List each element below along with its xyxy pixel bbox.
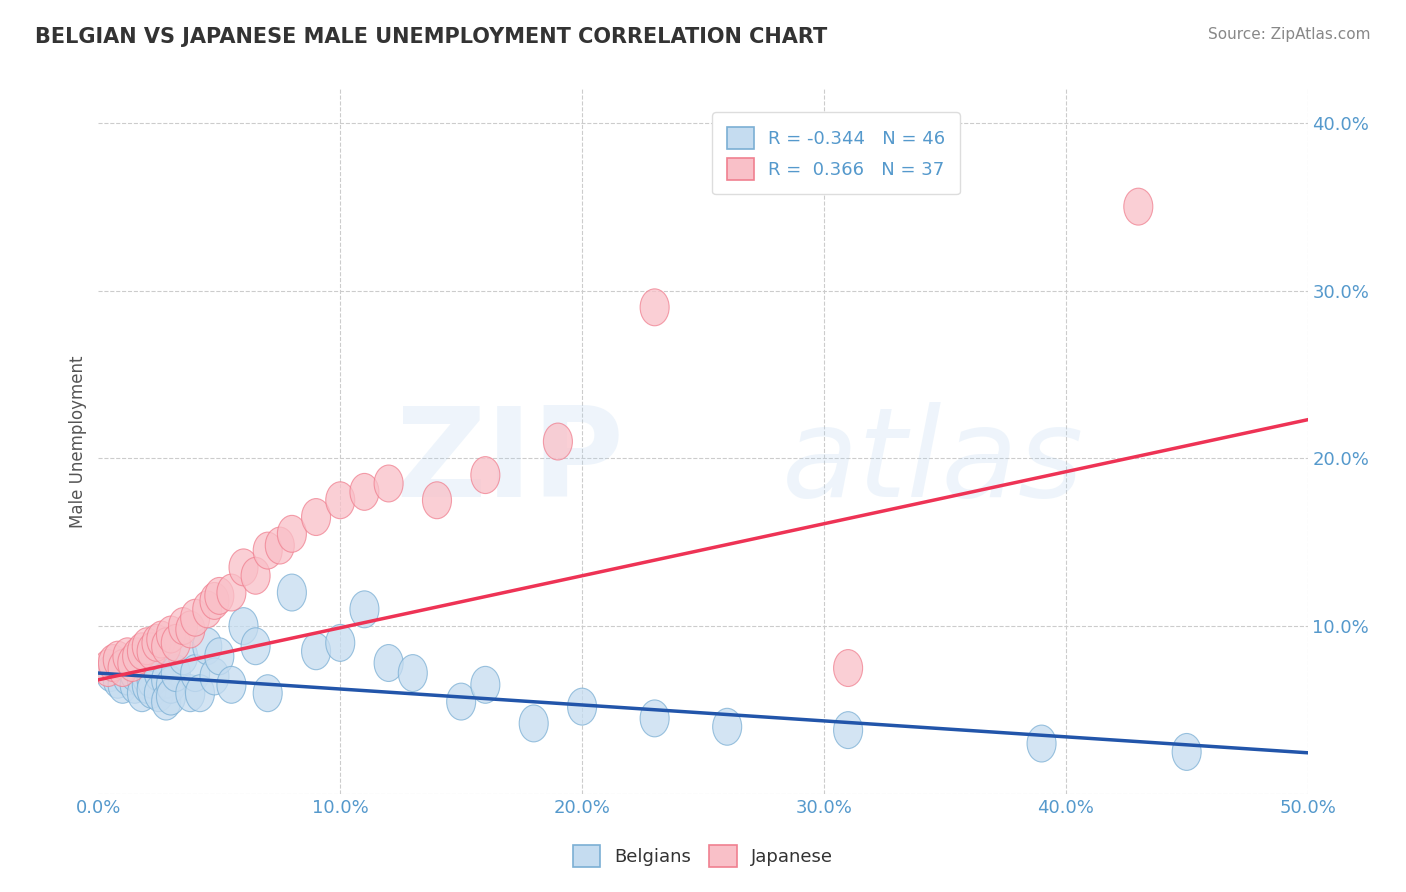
- Ellipse shape: [169, 638, 198, 674]
- Ellipse shape: [1173, 733, 1201, 771]
- Ellipse shape: [180, 655, 209, 691]
- Ellipse shape: [1026, 725, 1056, 762]
- Text: Source: ZipAtlas.com: Source: ZipAtlas.com: [1208, 27, 1371, 42]
- Ellipse shape: [422, 482, 451, 519]
- Ellipse shape: [205, 638, 233, 674]
- Ellipse shape: [568, 689, 596, 725]
- Ellipse shape: [266, 527, 294, 564]
- Ellipse shape: [128, 661, 156, 698]
- Ellipse shape: [350, 591, 380, 628]
- Ellipse shape: [326, 624, 354, 661]
- Ellipse shape: [1123, 188, 1153, 225]
- Ellipse shape: [180, 599, 209, 636]
- Ellipse shape: [122, 638, 152, 674]
- Ellipse shape: [145, 655, 173, 691]
- Ellipse shape: [118, 645, 146, 681]
- Ellipse shape: [200, 658, 229, 695]
- Legend: Belgians, Japanese: Belgians, Japanese: [565, 838, 841, 874]
- Ellipse shape: [374, 645, 404, 681]
- Ellipse shape: [301, 499, 330, 535]
- Ellipse shape: [217, 574, 246, 611]
- Ellipse shape: [156, 616, 186, 653]
- Legend: R = -0.344   N = 46, R =  0.366   N = 37: R = -0.344 N = 46, R = 0.366 N = 37: [713, 112, 960, 194]
- Ellipse shape: [176, 611, 205, 648]
- Ellipse shape: [112, 658, 142, 695]
- Ellipse shape: [152, 661, 180, 698]
- Ellipse shape: [240, 558, 270, 594]
- Ellipse shape: [193, 591, 222, 628]
- Ellipse shape: [128, 674, 156, 712]
- Ellipse shape: [103, 661, 132, 698]
- Ellipse shape: [640, 700, 669, 737]
- Ellipse shape: [713, 708, 742, 745]
- Ellipse shape: [156, 666, 186, 703]
- Ellipse shape: [186, 674, 215, 712]
- Ellipse shape: [277, 516, 307, 552]
- Ellipse shape: [132, 658, 162, 695]
- Ellipse shape: [240, 628, 270, 665]
- Ellipse shape: [253, 674, 283, 712]
- Ellipse shape: [145, 674, 173, 712]
- Ellipse shape: [120, 666, 149, 703]
- Ellipse shape: [108, 649, 138, 687]
- Ellipse shape: [108, 649, 138, 687]
- Ellipse shape: [253, 533, 283, 569]
- Ellipse shape: [200, 582, 229, 619]
- Text: ZIP: ZIP: [395, 402, 624, 524]
- Ellipse shape: [519, 705, 548, 742]
- Ellipse shape: [162, 624, 190, 661]
- Ellipse shape: [138, 661, 166, 698]
- Ellipse shape: [138, 632, 166, 670]
- Ellipse shape: [193, 628, 222, 665]
- Ellipse shape: [834, 712, 863, 748]
- Ellipse shape: [103, 641, 132, 678]
- Ellipse shape: [138, 672, 166, 708]
- Ellipse shape: [142, 624, 172, 661]
- Ellipse shape: [640, 289, 669, 326]
- Ellipse shape: [205, 577, 233, 615]
- Text: BELGIAN VS JAPANESE MALE UNEMPLOYMENT CORRELATION CHART: BELGIAN VS JAPANESE MALE UNEMPLOYMENT CO…: [35, 27, 827, 46]
- Ellipse shape: [374, 465, 404, 502]
- Ellipse shape: [229, 549, 259, 586]
- Ellipse shape: [132, 666, 162, 703]
- Text: atlas: atlas: [782, 402, 1084, 524]
- Ellipse shape: [108, 666, 138, 703]
- Ellipse shape: [176, 674, 205, 712]
- Ellipse shape: [398, 655, 427, 691]
- Ellipse shape: [543, 423, 572, 460]
- Ellipse shape: [132, 628, 162, 665]
- Ellipse shape: [146, 621, 176, 658]
- Ellipse shape: [94, 649, 122, 687]
- Ellipse shape: [277, 574, 307, 611]
- Ellipse shape: [447, 683, 475, 720]
- Ellipse shape: [112, 638, 142, 674]
- Ellipse shape: [229, 607, 259, 645]
- Ellipse shape: [162, 655, 190, 691]
- Ellipse shape: [834, 649, 863, 687]
- Ellipse shape: [96, 655, 125, 691]
- Ellipse shape: [326, 482, 354, 519]
- Ellipse shape: [152, 683, 180, 720]
- Ellipse shape: [217, 666, 246, 703]
- Ellipse shape: [98, 645, 128, 681]
- Ellipse shape: [152, 628, 180, 665]
- Y-axis label: Male Unemployment: Male Unemployment: [69, 355, 87, 528]
- Ellipse shape: [120, 655, 149, 691]
- Ellipse shape: [350, 474, 380, 510]
- Ellipse shape: [471, 666, 501, 703]
- Ellipse shape: [471, 457, 501, 493]
- Ellipse shape: [169, 607, 198, 645]
- Ellipse shape: [156, 678, 186, 715]
- Ellipse shape: [301, 632, 330, 670]
- Ellipse shape: [128, 632, 156, 670]
